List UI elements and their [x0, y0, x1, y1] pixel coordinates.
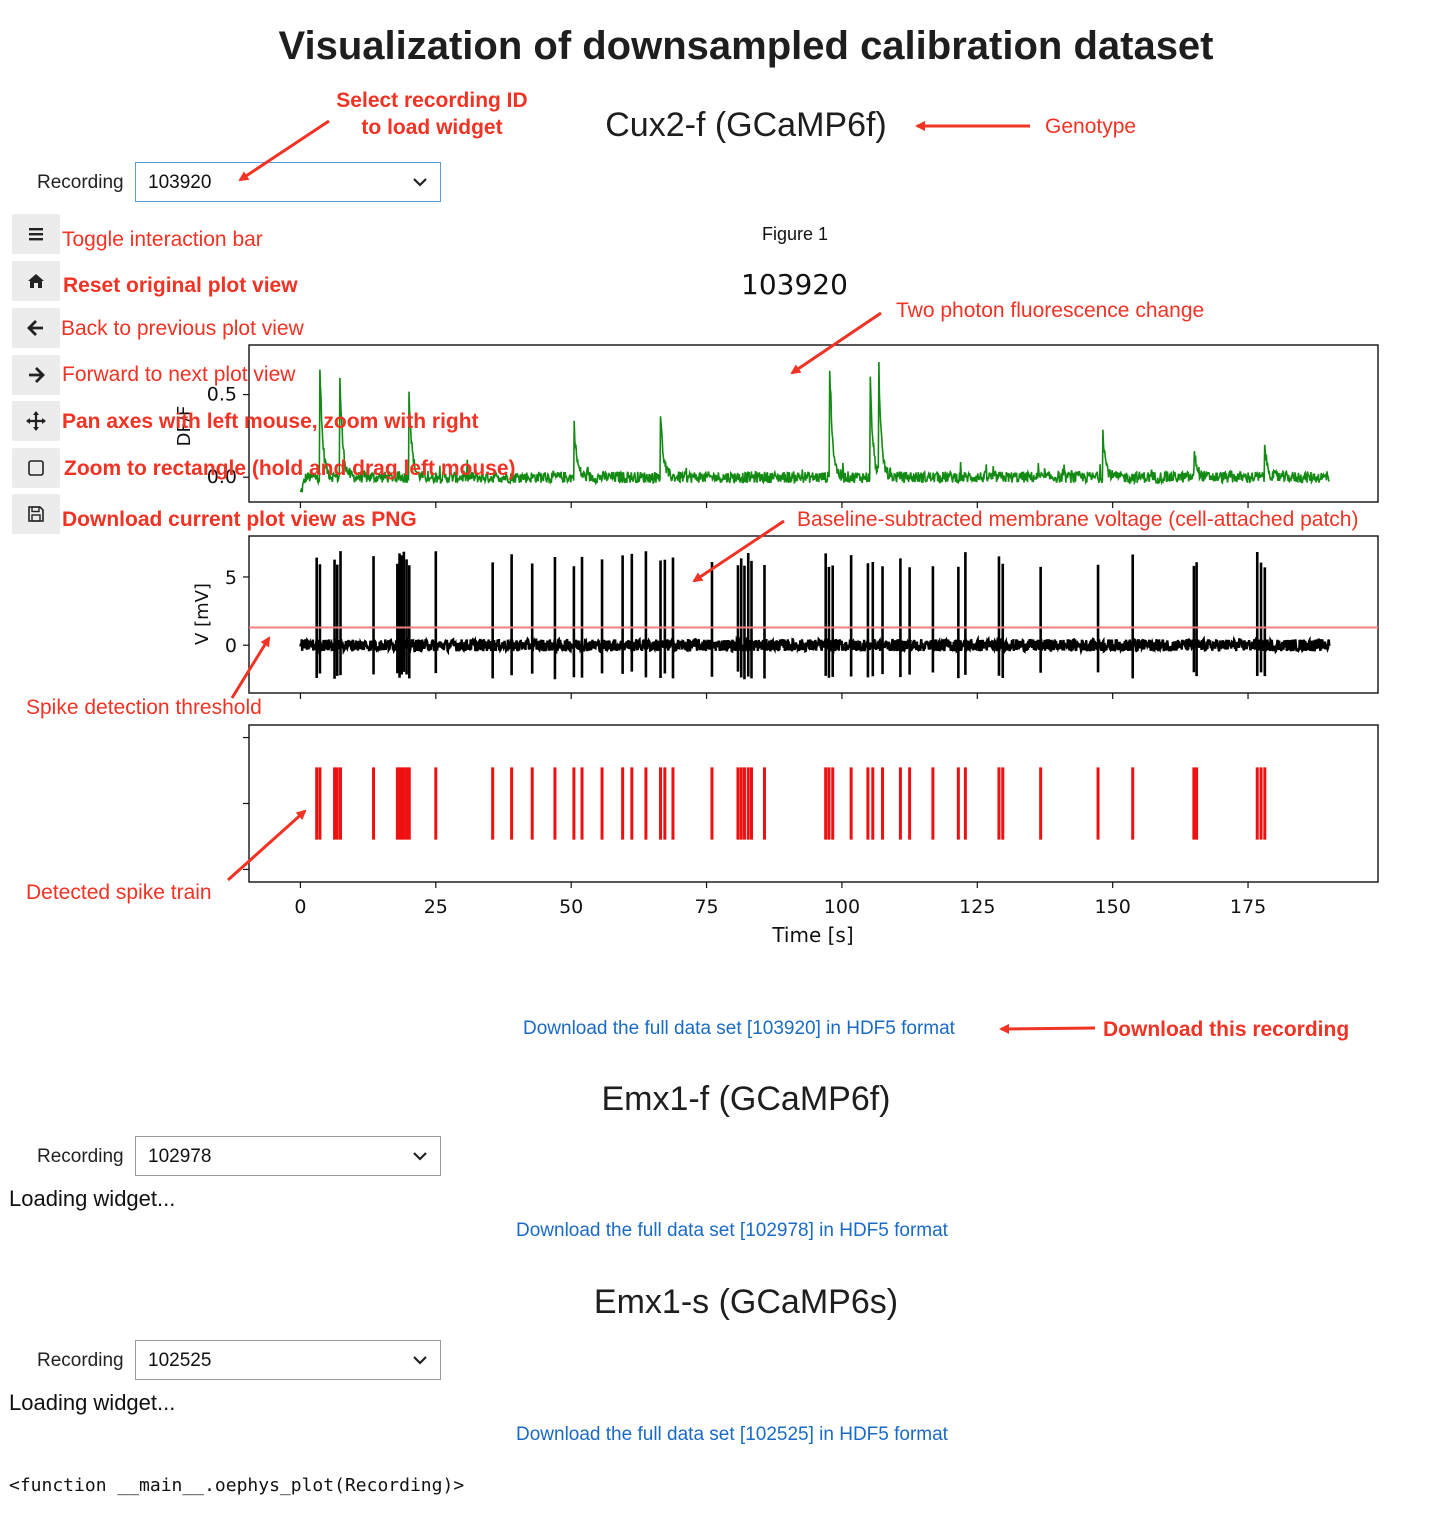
voltage-trace — [299, 634, 1331, 656]
x-tick-label-4: 100 — [824, 896, 860, 918]
x-tick-label-6: 150 — [1095, 896, 1131, 918]
page-title: Visualization of downsampled calibration… — [278, 24, 1214, 68]
annotation-genotype: Genotype — [1045, 115, 1137, 138]
chevron-down-icon — [413, 1356, 427, 1365]
chevron-down-icon — [413, 178, 427, 187]
download-link-2[interactable]: Download the full data set [102978] in H… — [516, 1220, 948, 1241]
x-tick-label-2: 50 — [559, 896, 583, 918]
save-icon — [28, 506, 44, 522]
download-link-3[interactable]: Download the full data set [102525] in H… — [516, 1424, 948, 1445]
annotation-save: Download current plot view as PNG — [62, 508, 417, 531]
genotype-title-3: Emx1-s (GCaMP6s) — [593, 1283, 899, 1321]
zoom-rect-button[interactable] — [12, 448, 60, 488]
recording-label-3: Recording — [37, 1350, 124, 1371]
forward-button[interactable] — [12, 355, 60, 395]
recording-select-value-1: 103920 — [148, 172, 212, 193]
x-tick-label-1: 25 — [424, 896, 448, 918]
genotype-title-1: Cux2-f (GCaMP6f) — [605, 106, 887, 144]
arrow-right-icon — [29, 367, 45, 383]
figure-label: Figure 1 — [762, 224, 829, 244]
volt-ytick-label-0: 0 — [225, 635, 237, 657]
move-icon — [26, 411, 46, 431]
recording-select-2[interactable]: 102978 — [135, 1136, 441, 1176]
pan-button[interactable] — [12, 401, 60, 441]
dff-trace — [299, 361, 1330, 493]
volt-frame — [248, 535, 1379, 694]
annotation-pan: Pan axes with left mouse, zoom with righ… — [62, 410, 479, 433]
genotype-title-2: Emx1-f (GCaMP6f) — [601, 1080, 891, 1118]
arrow-left-icon — [27, 320, 43, 336]
dff-ytick-label-1: 0.5 — [207, 384, 237, 406]
recording-select-3[interactable]: 102525 — [135, 1340, 441, 1380]
loading-status-2: Loading widget... — [9, 1186, 176, 1211]
recording-label-1: Recording — [37, 172, 124, 193]
annotation-select-recording: Select recording ID to load widget — [336, 89, 528, 139]
chevron-down-icon — [413, 1152, 427, 1161]
annotation-download: Download this recording — [1103, 1018, 1350, 1041]
recording-select-value-2: 102978 — [148, 1146, 212, 1167]
download-link-1[interactable]: Download the full data set [103920] in H… — [523, 1018, 955, 1039]
x-tick-label-5: 125 — [959, 896, 995, 918]
square-icon — [28, 460, 44, 476]
annotation-threshold: Spike detection threshold — [26, 696, 262, 719]
voltage-ylabel: V [mV] — [192, 583, 213, 645]
spike-axes: 0 25 50 75 100 125 150 175 — [243, 724, 1379, 918]
dff-ytick-label-0: 0.0 — [207, 466, 237, 488]
annotation-home: Reset original plot view — [63, 274, 298, 297]
home-icon — [28, 274, 44, 288]
x-tick-label-7: 175 — [1230, 896, 1266, 918]
recording-select-value-3: 102525 — [148, 1350, 212, 1371]
annotation-forward: Forward to next plot view — [62, 363, 296, 386]
loading-status-3: Loading widget... — [9, 1390, 176, 1415]
annotation-zoom: Zoom to rectangle (hold and drag left mo… — [64, 457, 516, 480]
annotation-membrane-voltage: Baseline-subtracted membrane voltage (ce… — [797, 508, 1359, 531]
figure-title: 103920 — [741, 268, 848, 301]
x-tick-label-0: 0 — [294, 896, 306, 918]
x-axis-label: Time [s] — [771, 923, 853, 947]
menu-icon — [29, 228, 43, 241]
toggle-toolbar-button[interactable] — [12, 214, 60, 254]
function-repr: <function __main__.oephys_plot(Recording… — [9, 1475, 465, 1496]
recording-label-2: Recording — [37, 1146, 124, 1167]
save-png-button[interactable] — [12, 494, 60, 534]
dff-ylabel: DF/F — [174, 406, 195, 447]
voltage-axes: 05 — [225, 535, 1379, 699]
back-button[interactable] — [12, 308, 60, 348]
annotation-spike-train: Detected spike train — [26, 881, 212, 904]
annotation-back: Back to previous plot view — [61, 317, 304, 340]
home-button[interactable] — [12, 261, 60, 301]
x-tick-label-3: 75 — [694, 896, 718, 918]
annotation-two-photon: Two photon fluorescence change — [896, 299, 1205, 322]
volt-ytick-label-1: 5 — [225, 567, 237, 589]
spk-frame — [248, 724, 1379, 883]
annotation-toggle: Toggle interaction bar — [62, 228, 263, 251]
